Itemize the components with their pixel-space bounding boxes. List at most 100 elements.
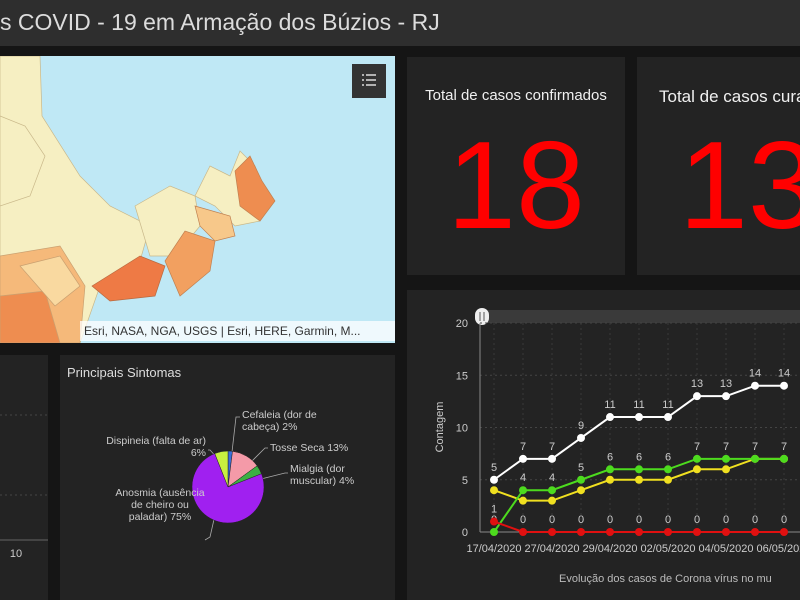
leader-line [251, 447, 268, 462]
data-point [722, 454, 730, 463]
data-point [635, 413, 643, 422]
data-point [751, 528, 759, 536]
data-point [490, 517, 498, 526]
district [19, 255, 81, 307]
leader-line [204, 514, 216, 541]
y-tick-label: 5 [462, 475, 468, 487]
pie-panel: Principais Sintomas Cefaleia (dor de cab… [60, 355, 395, 600]
data-label: 7 [694, 441, 700, 453]
pie-title: Principais Sintomas [67, 365, 182, 380]
data-label: 7 [549, 441, 555, 453]
data-point [693, 392, 701, 401]
data-point [722, 528, 730, 536]
slice-name: Tosse Seca [270, 442, 325, 454]
data-point [490, 528, 498, 536]
card-value: 13 [679, 117, 800, 255]
data-point [635, 465, 643, 474]
data-point [722, 392, 730, 401]
data-label: 14 [749, 368, 761, 380]
data-label: 6 [665, 451, 671, 463]
data-label: 0 [520, 514, 526, 526]
slice-name: Dispineia (falta de ar) [106, 435, 206, 447]
data-point [693, 528, 701, 536]
district [164, 230, 216, 297]
data-label: 6 [607, 451, 613, 463]
partial-chart: 10 [0, 414, 48, 560]
district [234, 155, 276, 222]
x-tick-label: 02/05/2020 [640, 543, 695, 555]
data-point [751, 454, 759, 463]
line-panel: 0 5 10 15 20 17/04/2020 27/04/2020 29/04/2020 02… [407, 290, 800, 600]
slice-label: Mialgia (dor muscular) 4% [290, 463, 370, 487]
data-label: 6 [636, 451, 642, 463]
slice-value: 2% [282, 421, 298, 433]
data-label: 0 [636, 514, 642, 526]
data-point [664, 465, 672, 474]
data-point [635, 528, 643, 536]
data-label: 7 [520, 441, 526, 453]
data-point [722, 465, 730, 474]
y-axis-label: Contagem [434, 402, 446, 453]
data-point [519, 454, 527, 463]
data-label: 0 [549, 514, 555, 526]
data-label: 4 [520, 472, 526, 484]
data-label: 13 [720, 378, 732, 390]
data-point [606, 475, 614, 484]
card-value: 18 [447, 117, 585, 255]
card: Total de casos confirmados 18 [407, 57, 625, 275]
data-point [780, 454, 788, 463]
data-point [664, 413, 672, 422]
leader-line [260, 472, 288, 480]
data-label: 0 [752, 514, 758, 526]
data-point [635, 475, 643, 484]
x-tick-label: 29/04/2020 [582, 543, 637, 555]
map[interactable] [0, 56, 395, 343]
data-label: 0 [578, 514, 584, 526]
list-icon [362, 74, 376, 86]
data-point [548, 496, 556, 505]
card-title: Total de casos cura [659, 87, 800, 106]
data-label: 5 [578, 462, 584, 474]
data-point [606, 413, 614, 422]
y-tick-label: 20 [456, 318, 468, 330]
slice-value: 13% [327, 442, 349, 454]
card-title: Total de casos confirmados [425, 87, 607, 104]
y-tick-label: 10 [456, 423, 468, 435]
data-point [780, 381, 788, 390]
slice-label: Anosmia (ausência de cheiro ou paladar) … [115, 487, 205, 523]
data-point [548, 486, 556, 495]
pie-slice [214, 450, 229, 488]
slider-handle[interactable] [475, 308, 489, 325]
header: s COVID - 19 em Armação dos Búzios - RJ [0, 0, 800, 46]
partial-panel: 10 [0, 355, 48, 600]
legend-button[interactable] [352, 64, 386, 98]
data-label: 5 [491, 462, 497, 474]
data-label: 14 [778, 368, 790, 380]
x-tick-label: 04/05/2020 [698, 543, 753, 555]
slice-value: 4% [339, 475, 355, 487]
data-label: 7 [723, 441, 729, 453]
data-point [548, 454, 556, 463]
data-point [780, 528, 788, 536]
data-label: 11 [633, 399, 644, 411]
data-point [577, 486, 585, 495]
data-point [606, 465, 614, 474]
data-point [577, 528, 585, 536]
data-label: 0 [781, 514, 787, 526]
x-tick-label: 27/04/2020 [524, 543, 579, 555]
data-label: 9 [578, 420, 584, 432]
district [0, 115, 46, 207]
district [194, 205, 236, 242]
map-panel[interactable]: Esri, NASA, NGA, USGS | Esri, HERE, Garm… [0, 56, 395, 343]
data-point [693, 454, 701, 463]
time-slider[interactable] [479, 310, 800, 323]
data-label: 1 [491, 504, 497, 516]
data-point [548, 528, 556, 536]
slice-label: Tosse Seca 13% [270, 442, 370, 454]
data-label: 7 [752, 441, 758, 453]
pie-chart [191, 416, 288, 541]
data-point [693, 465, 701, 474]
tick-label: 10 [10, 548, 22, 560]
